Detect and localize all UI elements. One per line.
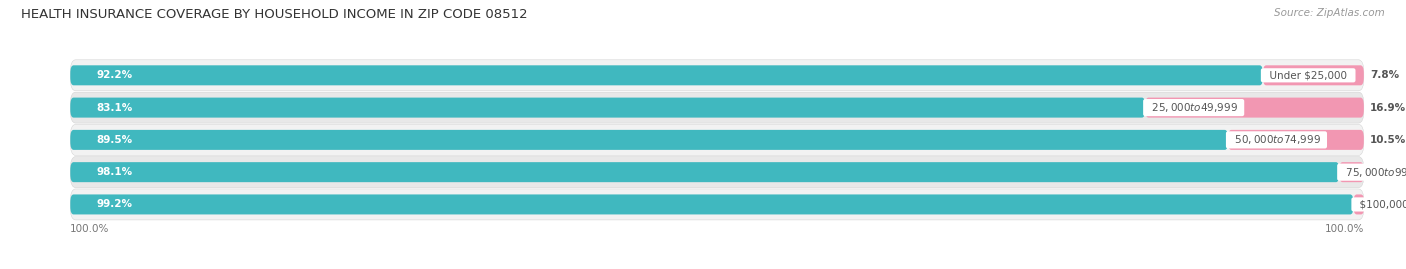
- FancyBboxPatch shape: [1227, 130, 1364, 150]
- FancyBboxPatch shape: [70, 162, 1340, 182]
- FancyBboxPatch shape: [70, 194, 1354, 214]
- Text: 89.5%: 89.5%: [96, 135, 132, 145]
- Text: $25,000 to $49,999: $25,000 to $49,999: [1146, 101, 1241, 114]
- Text: 92.2%: 92.2%: [96, 70, 132, 80]
- FancyBboxPatch shape: [70, 130, 1227, 150]
- FancyBboxPatch shape: [70, 60, 1364, 91]
- FancyBboxPatch shape: [70, 65, 1263, 85]
- FancyBboxPatch shape: [70, 189, 1364, 220]
- Text: $75,000 to $99,999: $75,000 to $99,999: [1340, 166, 1406, 179]
- Text: 100.0%: 100.0%: [70, 224, 110, 235]
- FancyBboxPatch shape: [1263, 65, 1364, 85]
- Text: Source: ZipAtlas.com: Source: ZipAtlas.com: [1274, 8, 1385, 18]
- FancyBboxPatch shape: [1354, 194, 1364, 214]
- Text: 16.9%: 16.9%: [1371, 102, 1406, 113]
- Text: $100,000 and over: $100,000 and over: [1354, 199, 1406, 210]
- FancyBboxPatch shape: [70, 92, 1364, 123]
- Text: 100.0%: 100.0%: [1324, 224, 1364, 235]
- Text: 0.83%: 0.83%: [1371, 199, 1406, 210]
- Text: $50,000 to $74,999: $50,000 to $74,999: [1227, 133, 1324, 146]
- FancyBboxPatch shape: [70, 98, 1146, 118]
- Text: 99.2%: 99.2%: [96, 199, 132, 210]
- FancyBboxPatch shape: [70, 157, 1364, 188]
- Text: 7.8%: 7.8%: [1371, 70, 1399, 80]
- Text: 10.5%: 10.5%: [1371, 135, 1406, 145]
- Text: 83.1%: 83.1%: [96, 102, 132, 113]
- Text: Under $25,000: Under $25,000: [1263, 70, 1354, 80]
- FancyBboxPatch shape: [1340, 162, 1364, 182]
- FancyBboxPatch shape: [70, 124, 1364, 155]
- Text: 1.9%: 1.9%: [1371, 167, 1399, 177]
- FancyBboxPatch shape: [1146, 98, 1364, 118]
- Text: HEALTH INSURANCE COVERAGE BY HOUSEHOLD INCOME IN ZIP CODE 08512: HEALTH INSURANCE COVERAGE BY HOUSEHOLD I…: [21, 8, 527, 21]
- Text: 98.1%: 98.1%: [96, 167, 132, 177]
